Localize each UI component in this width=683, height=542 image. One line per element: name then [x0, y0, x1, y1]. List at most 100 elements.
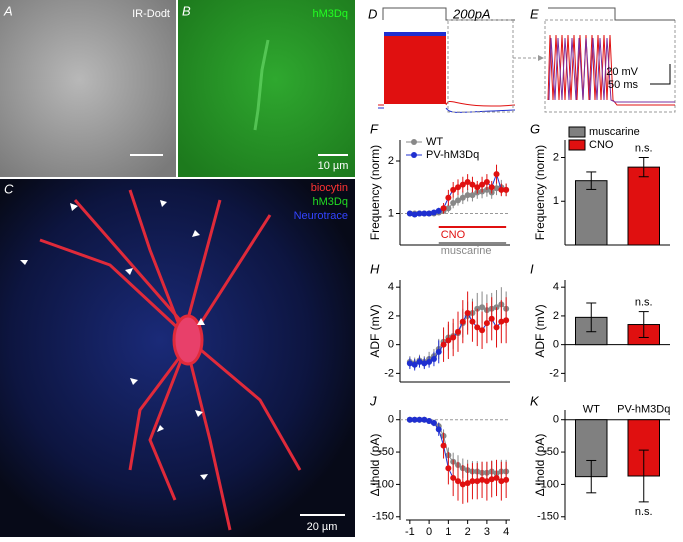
panel-label: C [4, 181, 14, 196]
point [493, 171, 500, 178]
point [421, 360, 428, 367]
point [411, 211, 418, 218]
label: Neurotrace [294, 210, 348, 222]
point [416, 358, 423, 365]
point [459, 481, 466, 488]
y-axis-label: ADF (mV) [533, 304, 547, 357]
point [493, 474, 500, 481]
panel-label: D [368, 6, 377, 21]
point [479, 476, 486, 483]
label: hM3Dq [313, 8, 348, 20]
point [430, 209, 437, 216]
label: 200pA [452, 6, 491, 21]
point [440, 205, 447, 212]
point [416, 210, 423, 217]
y-axis-label: Δ Ihold (pA) [533, 434, 547, 497]
label: hM3Dq [313, 196, 348, 208]
point [426, 418, 433, 424]
panel-label: E [530, 6, 539, 21]
point [435, 207, 442, 214]
point [455, 184, 461, 191]
legend-marker [411, 152, 417, 158]
point [493, 185, 500, 192]
point [483, 320, 490, 327]
y-tick-label: 0 [388, 414, 394, 426]
cell-b [253, 39, 270, 131]
point [488, 476, 495, 483]
point [488, 184, 495, 191]
point [483, 179, 490, 185]
scale-label: 20 µm [307, 521, 338, 533]
panel-label: K [530, 393, 540, 408]
annotation: n.s. [635, 506, 653, 518]
point [469, 181, 476, 188]
panel-label: G [530, 121, 540, 136]
point [464, 480, 471, 487]
label: IR-Dodt [132, 8, 170, 20]
point [440, 442, 447, 449]
point [450, 200, 457, 206]
x-tick-label: 4 [503, 526, 509, 537]
panel-label: F [370, 121, 379, 136]
x-tick-label: 2 [465, 526, 471, 537]
y-tick-label: 4 [553, 281, 559, 293]
image-b [178, 0, 355, 177]
point [469, 318, 476, 325]
point [498, 318, 505, 325]
point [450, 186, 457, 193]
x-tick-label: 3 [484, 526, 490, 537]
annotation: CNO [441, 229, 466, 241]
label: 20 mV [606, 66, 638, 78]
y-tick-label: -150 [537, 511, 559, 523]
y-tick-label: 0 [553, 339, 559, 351]
point [459, 318, 466, 325]
y-tick-label: -50 [543, 446, 559, 458]
x-tick-label: 0 [426, 526, 432, 537]
point [445, 337, 452, 344]
y-axis-label: ADF (mV) [368, 304, 382, 357]
y-tick-label: 1 [388, 207, 394, 219]
point [474, 324, 481, 331]
trace-e [544, 7, 676, 113]
annotation: n.s. [635, 297, 653, 309]
legend-label: WT [426, 136, 443, 148]
bar [575, 180, 608, 246]
point [479, 304, 486, 311]
legend-swatch [568, 139, 586, 151]
point [411, 416, 418, 423]
point [421, 210, 428, 217]
arrowheads [20, 200, 208, 480]
x-tick-label: -1 [405, 526, 415, 537]
category-label: WT [583, 404, 600, 416]
point [406, 416, 413, 423]
trace-d [378, 7, 544, 113]
label: biocytin [311, 182, 348, 194]
point [479, 327, 486, 334]
point [435, 426, 442, 433]
category-label: PV-hM3Dq [617, 404, 670, 416]
point [503, 186, 510, 193]
point [455, 328, 461, 335]
point [450, 474, 457, 481]
point [426, 210, 433, 217]
panel-label: I [530, 261, 534, 276]
legend-label: muscarine [589, 126, 640, 138]
point [493, 324, 500, 331]
legend-label: CNO [589, 139, 614, 151]
point [445, 465, 452, 472]
y-tick-label: -50 [378, 446, 394, 458]
y-tick-label: 0 [553, 414, 559, 426]
point [440, 341, 447, 348]
legend-swatch [568, 126, 586, 138]
point [445, 205, 452, 212]
y-tick-label: 2 [553, 151, 559, 163]
annotation: n.s. [635, 142, 653, 154]
y-tick-label: -2 [384, 367, 394, 379]
point [459, 181, 466, 188]
legend-marker [411, 139, 417, 145]
legend-label: PV-hM3Dq [426, 149, 479, 161]
point [464, 179, 471, 185]
point [479, 181, 486, 188]
point [406, 360, 413, 367]
